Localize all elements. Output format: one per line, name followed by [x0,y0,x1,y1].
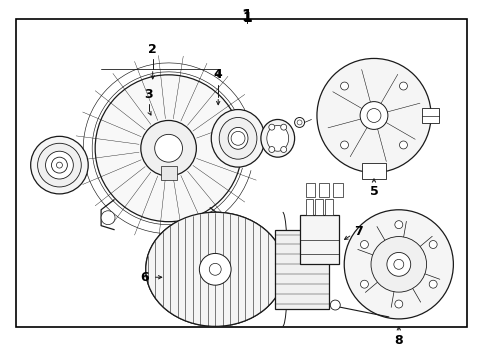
Circle shape [269,147,275,153]
Ellipse shape [344,210,453,319]
Circle shape [211,217,225,231]
Circle shape [361,280,368,288]
Text: 1: 1 [242,9,252,24]
Text: 5: 5 [369,185,378,198]
Bar [316,199,323,215]
Circle shape [371,237,427,292]
Ellipse shape [38,143,81,187]
Bar [319,183,329,197]
Ellipse shape [95,75,242,222]
Text: 4: 4 [214,68,222,81]
Circle shape [399,82,408,90]
Circle shape [361,240,368,248]
Bar [325,199,333,215]
Circle shape [101,211,115,225]
Circle shape [281,147,287,153]
Text: 7: 7 [354,225,363,238]
Circle shape [56,162,62,168]
Circle shape [141,121,196,176]
Circle shape [297,120,302,125]
Text: 8: 8 [394,334,403,347]
Ellipse shape [46,151,74,179]
Circle shape [281,124,287,130]
Bar [16,19,467,327]
Ellipse shape [228,127,248,149]
Circle shape [330,300,340,310]
Circle shape [199,253,231,285]
Circle shape [294,117,305,127]
Circle shape [155,134,182,162]
Circle shape [367,109,381,122]
Circle shape [395,300,403,308]
Bar [161,166,176,180]
Circle shape [341,141,348,149]
Circle shape [387,252,411,276]
Circle shape [395,221,403,229]
Circle shape [209,264,221,275]
Bar [362,163,386,179]
Ellipse shape [146,212,285,327]
Ellipse shape [261,120,294,157]
Circle shape [399,141,408,149]
Circle shape [51,157,68,173]
Bar [421,108,440,123]
Bar [275,230,329,309]
Bar [306,183,316,197]
Circle shape [429,280,437,288]
Text: 3: 3 [145,87,153,100]
Circle shape [341,82,348,90]
Circle shape [231,131,245,145]
Circle shape [394,260,404,269]
Bar [306,199,314,215]
Bar [299,215,339,264]
Ellipse shape [211,109,265,167]
Circle shape [269,124,275,130]
Ellipse shape [31,136,88,194]
Bar [333,183,343,197]
Text: 1: 1 [242,11,252,25]
Circle shape [429,240,437,248]
Circle shape [360,102,388,129]
Ellipse shape [219,117,257,159]
Text: 2: 2 [148,43,157,56]
Ellipse shape [267,125,289,151]
Ellipse shape [317,58,431,172]
Text: 6: 6 [140,271,149,284]
